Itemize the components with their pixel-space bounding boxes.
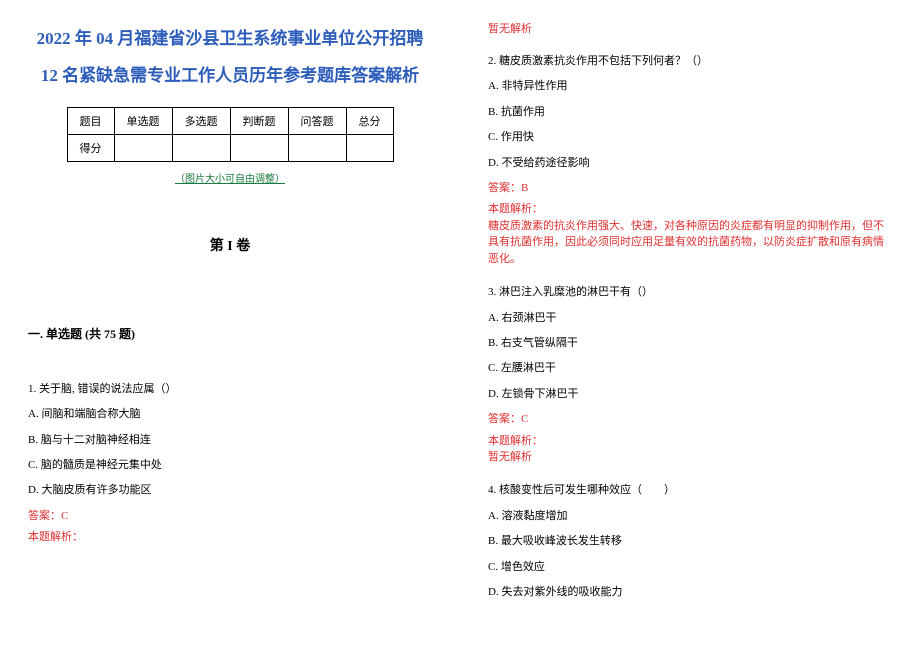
option-a: A. 非特异性作用 [488,79,892,94]
analysis-label: 本题解析： [488,202,892,217]
option-c: C. 作用快 [488,130,892,145]
analysis-text: 糖皮质激素的抗炎作用强大、快速，对各种原因的炎症都有明显的抑制作用，但不具有抗菌… [488,218,892,268]
cell [172,134,230,161]
option-b: B. 脑与十二对脑神经相连 [28,433,432,448]
cell: 得分 [67,134,114,161]
option-d: D. 左锁骨下淋巴干 [488,387,892,402]
cell: 单选题 [114,107,172,134]
option-d: D. 不受给药途径影响 [488,156,892,171]
option-a: A. 间脑和端脑合称大脑 [28,407,432,422]
option-a: A. 右颈淋巴干 [488,311,892,326]
answer: 答案：B [488,181,892,196]
option-d: D. 大脑皮质有许多功能区 [28,483,432,498]
table-row: 得分 [67,134,393,161]
option-c: C. 脑的髓质是神经元集中处 [28,458,432,473]
analysis-label: 本题解析： [488,434,892,449]
question-3: 3. 淋巴注入乳糜池的淋巴干有（） A. 右颈淋巴干 B. 右支气管纵隔干 C.… [488,285,892,465]
cell [230,134,288,161]
question-4: 4. 核酸变性后可发生哪种效应（ ） A. 溶液黏度增加 B. 最大吸收峰波长发… [488,483,892,600]
option-b: B. 最大吸收峰波长发生转移 [488,534,892,549]
analysis-label: 本题解析： [28,530,432,545]
table-row: 题目 单选题 多选题 判断题 问答题 总分 [67,107,393,134]
answer: 答案：C [28,509,432,524]
question-stem: 4. 核酸变性后可发生哪种效应（ ） [488,483,892,498]
cell [288,134,346,161]
cell: 问答题 [288,107,346,134]
volume-title: 第 I 卷 [28,235,432,255]
cell: 多选题 [172,107,230,134]
question-stem: 2. 糖皮质激素抗炎作用不包括下列何者？（） [488,54,892,69]
no-analysis-text: 暂无解析 [488,449,892,466]
option-a: A. 溶液黏度增加 [488,509,892,524]
cell [346,134,393,161]
question-stem: 3. 淋巴注入乳糜池的淋巴干有（） [488,285,892,300]
cell: 题目 [67,107,114,134]
answer: 答案：C [488,412,892,427]
document-title: 2022 年 04 月福建省沙县卫生系统事业单位公开招聘 12 名紧缺急需专业工… [28,20,432,95]
no-analysis-text: 暂无解析 [488,20,892,36]
option-c: C. 左腰淋巴干 [488,361,892,376]
option-b: B. 抗菌作用 [488,105,892,120]
image-adjust-note: （图片大小可自由调整） [28,170,432,185]
score-table: 题目 单选题 多选题 判断题 问答题 总分 得分 [67,107,394,162]
question-stem: 1. 关于脑, 错误的说法应属（） [28,382,432,397]
option-c: C. 增色效应 [488,560,892,575]
cell [114,134,172,161]
cell: 判断题 [230,107,288,134]
question-2: 2. 糖皮质激素抗炎作用不包括下列何者？（） A. 非特异性作用 B. 抗菌作用… [488,54,892,267]
cell: 总分 [346,107,393,134]
option-d: D. 失去对紫外线的吸收能力 [488,585,892,600]
section-title: 一. 单选题 (共 75 题) [28,325,432,342]
option-b: B. 右支气管纵隔干 [488,336,892,351]
question-1: 1. 关于脑, 错误的说法应属（） A. 间脑和端脑合称大脑 B. 脑与十二对脑… [28,382,432,546]
